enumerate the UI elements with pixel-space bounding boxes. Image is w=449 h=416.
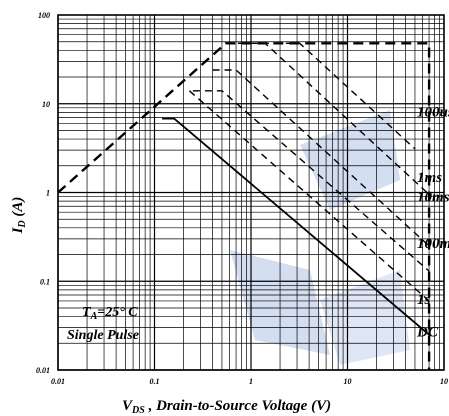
y-tick-label: 10 (42, 100, 50, 109)
curve-label-dc: DC (416, 325, 439, 341)
curve-label-100ms: 100ms (417, 236, 449, 252)
watermark-shape-1 (300, 110, 400, 210)
y-tick-label: 0.01 (36, 366, 50, 375)
curve-soa-boundary (57, 42, 431, 370)
curve-label-1ms: 1ms (417, 170, 442, 186)
curve-dc (162, 117, 430, 336)
y-tick-label: 0.1 (40, 277, 50, 286)
x-tick-label: 10 (440, 377, 448, 386)
watermark-logo (230, 110, 410, 365)
curve-10ms (212, 69, 430, 247)
x-tick-label: 1 (249, 377, 253, 386)
y-tick-labels: 100 10 1 0.1 0.01 (36, 11, 50, 375)
x-tick-labels: 0.01 0.1 1 10 10 (51, 377, 448, 386)
y-axis-title: ID (A) (10, 197, 28, 235)
x-tick-label: 10 (344, 377, 352, 386)
curve-label-10ms: 10ms (417, 190, 449, 206)
curve-labels: 100us 1ms 10ms 100ms 1s DC (416, 104, 449, 340)
curve-100ms (192, 90, 430, 272)
y-tick-label: 1 (46, 189, 50, 198)
x-axis-title: VDS , Drain-to-Source Voltage (V) (122, 398, 331, 416)
x-tick-label: 0.01 (51, 377, 65, 386)
curve-label-100us: 100us (417, 104, 449, 120)
curve-1s (188, 90, 430, 302)
annotation-ta: TA=25° C (82, 305, 138, 322)
curve-label-1s: 1s (417, 292, 431, 308)
y-tick-label: 100 (38, 11, 50, 20)
annotation-single-pulse: Single Pulse (67, 328, 139, 343)
x-tick-label: 0.1 (150, 377, 160, 386)
curves-group (57, 42, 431, 370)
watermark-shape-3 (320, 270, 410, 365)
